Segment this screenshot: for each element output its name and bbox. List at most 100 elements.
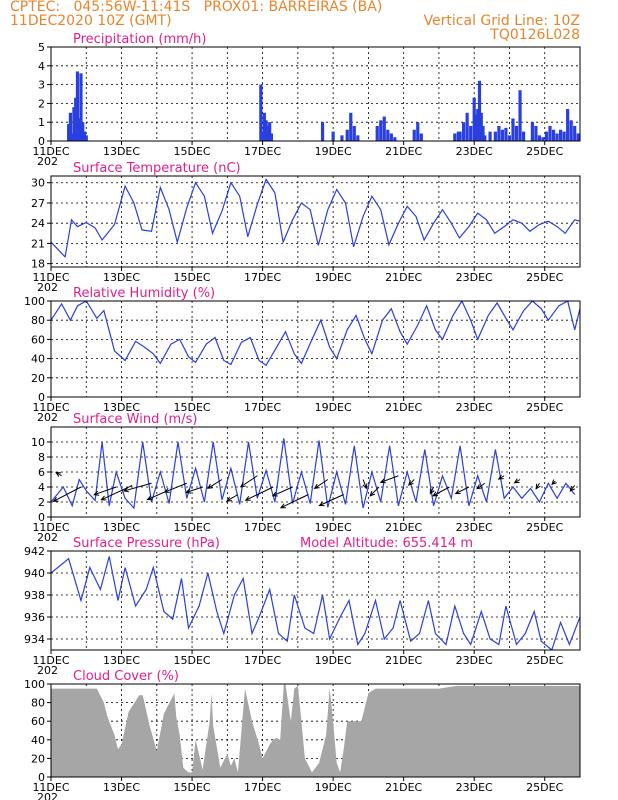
bar [67, 124, 71, 141]
panel-precip: Precipitation (mm/h) 0 1 2 3 4 5 11DEC 13DEC 15DE… [32, 32, 581, 168]
x-tick-label: 11DEC [32, 271, 69, 284]
x-tick-label: 25DEC [526, 521, 563, 534]
y-tick-label: 0 [38, 135, 45, 148]
bar [68, 112, 72, 141]
bar [477, 80, 482, 141]
x-tick-label: 15DEC [174, 145, 211, 158]
x-tick-label: 15DEC [174, 654, 211, 667]
y-tick-label: 4 [38, 481, 45, 494]
x-tick-label: 23DEC [456, 401, 493, 414]
x-tick-label: 19DEC [315, 654, 352, 667]
x-tick-label: 21DEC [385, 781, 422, 794]
y-tick-label: 942 [24, 545, 45, 558]
y-tick-label: 80 [31, 697, 45, 710]
wind-vector [569, 485, 576, 492]
bar [472, 97, 476, 141]
bar [382, 116, 386, 141]
bar [70, 133, 74, 141]
x-tick-label: 15DEC [174, 781, 211, 794]
wind-vector [513, 478, 521, 484]
bar [483, 135, 487, 141]
header-code: TQ0126L028 [490, 27, 580, 43]
y-tick-label: 20 [31, 372, 45, 385]
y-tick-label: 80 [31, 314, 45, 327]
bar [500, 129, 505, 141]
x-tick-label: 19DEC [315, 271, 352, 284]
panel-title: Surface Pressure (hPa) [73, 536, 220, 551]
y-tick-label: 2 [38, 97, 45, 110]
panel-title: Precipitation (mm/h) [73, 32, 206, 47]
x-tick-label: 21DEC [385, 271, 422, 284]
x-tick-label: 11DEC [32, 145, 69, 158]
bar [349, 112, 353, 141]
panel-temp: Surface Temperature (nC) 18 21 24 27 30 11DEC 1… [31, 161, 581, 294]
x-year-label: 202 [37, 664, 58, 677]
wind-vector [362, 479, 368, 490]
panel-frame [50, 175, 581, 268]
bar [264, 120, 268, 141]
y-tick-label: 10 [31, 436, 45, 449]
bar [479, 112, 483, 141]
x-tick-label: 17DEC [244, 401, 281, 414]
bar [75, 71, 80, 141]
bar [269, 133, 274, 141]
bar [518, 90, 522, 141]
x-tick-label: 21DEC [385, 521, 422, 534]
x-tick-label: 25DEC [526, 401, 563, 414]
bar [573, 125, 577, 141]
panel-frame [50, 550, 581, 651]
bar [562, 131, 566, 141]
x-tick-label: 13DEC [103, 654, 140, 667]
bar [504, 127, 508, 141]
wind-vector [313, 479, 329, 489]
panel-wind: Surface Wind (m/s) 0 2 4 6 8 10 11DEC 13DEC 15DEC… [31, 412, 581, 544]
x-tick-label: 13DEC [103, 271, 140, 284]
wind-vector [185, 486, 203, 494]
x-year-label: 202 [37, 791, 58, 800]
y-tick-label: 934 [24, 633, 45, 646]
y-tick-label: 3 [38, 79, 45, 92]
y-tick-label: 938 [24, 589, 45, 602]
x-tick-label: 23DEC [456, 654, 493, 667]
bar [488, 131, 492, 141]
x-tick-label: 13DEC [103, 145, 140, 158]
wind-vector [225, 494, 239, 502]
y-tick-label: 936 [24, 611, 45, 624]
panel-title: Cloud Cover (%) [73, 669, 179, 684]
bar [521, 131, 526, 141]
bar [416, 122, 420, 141]
x-tick-label: 11DEC [32, 521, 69, 534]
wind-vector [476, 482, 486, 490]
y-tick-label: 2 [38, 496, 45, 509]
y-tick-label: 27 [31, 197, 45, 210]
bar [541, 137, 545, 141]
x-tick-label: 25DEC [526, 654, 563, 667]
wind-vector [369, 486, 380, 497]
wind-vector [407, 479, 415, 486]
header-date: 11DEC2020 10Z (GMT) [10, 13, 172, 29]
bar [530, 122, 534, 141]
panel-cloud: Cloud Cover (%) 0 20 40 60 80 100 11DEC 13DEC 15D… [24, 669, 581, 800]
wind-vector [55, 471, 62, 477]
x-tick-label: 25DEC [526, 271, 563, 284]
bar [462, 122, 466, 141]
panel-title: Surface Wind (m/s) [73, 412, 197, 427]
series-line [51, 556, 580, 650]
bar [566, 109, 570, 141]
bar [559, 129, 563, 141]
bar [555, 133, 559, 141]
wind-vector [122, 482, 152, 493]
bar [266, 125, 270, 141]
wind-vector [163, 482, 187, 493]
x-year-label: 202 [37, 155, 58, 168]
y-tick-label: 8 [38, 451, 45, 464]
wind-vector [279, 494, 309, 509]
bar [340, 135, 344, 141]
x-tick-label: 17DEC [244, 654, 281, 667]
x-tick-label: 23DEC [456, 145, 493, 158]
y-tick-label: 0 [38, 511, 45, 524]
bar [84, 135, 88, 141]
x-tick-label: 13DEC [103, 401, 140, 414]
wind-vector [271, 486, 293, 497]
bar [476, 109, 480, 141]
